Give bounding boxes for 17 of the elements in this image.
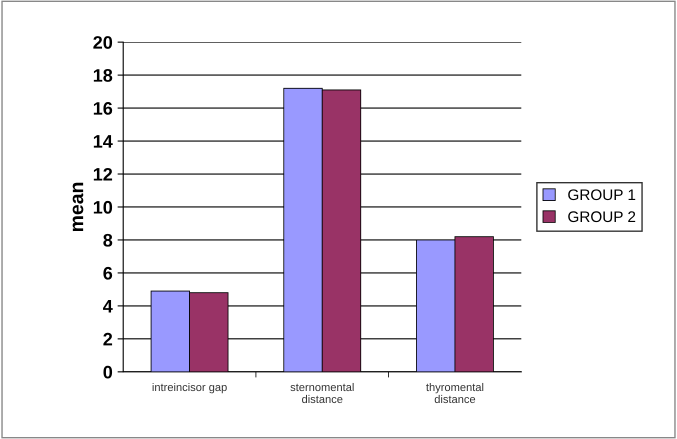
x-tick-label: intreincisor gap xyxy=(152,382,227,394)
y-tick-label: 8 xyxy=(103,234,112,247)
legend-label: GROUP 1 xyxy=(568,189,636,200)
y-tick-label: 18 xyxy=(94,69,112,82)
y-tick-label: 6 xyxy=(103,266,112,280)
x-tick-label: sternomental distance xyxy=(290,382,354,404)
y-tick-label: 10 xyxy=(94,200,112,214)
legend-label: GROUP 2 xyxy=(568,211,636,222)
y-tick-label: 2 xyxy=(103,332,112,346)
y-tick-label: 14 xyxy=(94,135,113,148)
y-tick-label: 16 xyxy=(94,102,112,115)
y-tick-label: 0 xyxy=(103,366,112,379)
y-tick-label: 4 xyxy=(103,300,113,312)
y-axis-title: mean xyxy=(72,182,84,232)
y-tick-label: 12 xyxy=(94,168,112,181)
y-tick-label: 20 xyxy=(93,36,112,49)
x-tick-label: thyromental distance xyxy=(426,382,484,404)
